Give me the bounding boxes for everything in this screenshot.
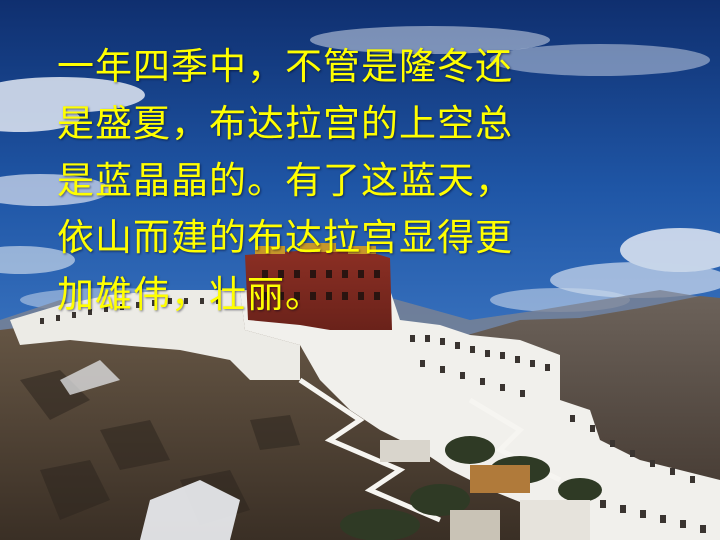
white-palace-windows bbox=[40, 298, 706, 533]
caption-line: 加雄伟，壮丽。 bbox=[57, 273, 323, 316]
white-palace-left bbox=[10, 290, 300, 380]
caption-line: 是蓝晶晶的。有了这蓝天， bbox=[57, 159, 513, 202]
caption-text: 一年四季中，不管是隆冬还 是盛夏，布达拉宫的上空总 是蓝晶晶的。有了这蓝天， 依… bbox=[57, 38, 657, 323]
caption-line: 依山而建的布达拉宫显得更 bbox=[57, 216, 513, 259]
clouds bbox=[0, 26, 720, 312]
white-palace-main bbox=[240, 290, 720, 540]
lower-buildings bbox=[380, 440, 590, 540]
caption-line: 是盛夏，布达拉宫的上空总 bbox=[57, 102, 513, 145]
red-palace-windows bbox=[262, 270, 380, 300]
snow-patch bbox=[140, 480, 240, 540]
golden-roofs bbox=[255, 243, 376, 254]
caption-line: 一年四季中，不管是隆冬还 bbox=[57, 45, 513, 88]
